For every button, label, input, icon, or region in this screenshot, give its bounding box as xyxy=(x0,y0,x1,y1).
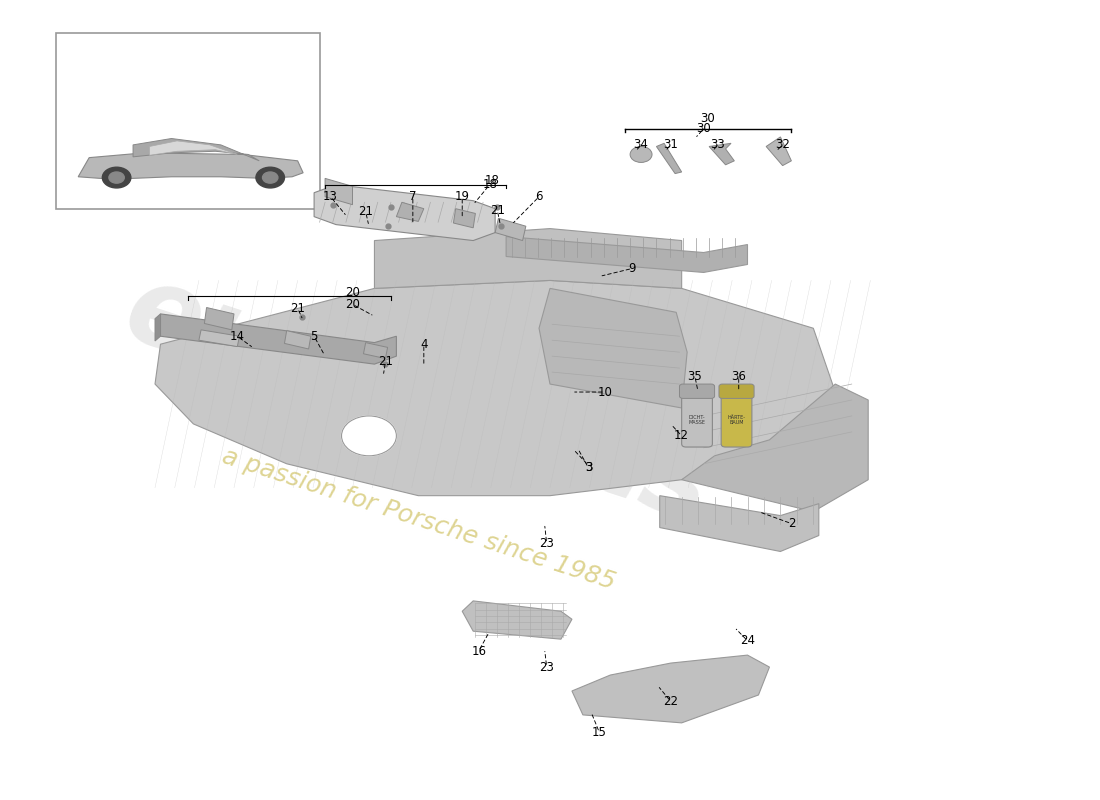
Text: DICHT-
MASSE: DICHT- MASSE xyxy=(689,414,705,426)
Text: 32: 32 xyxy=(776,138,790,151)
Text: 4: 4 xyxy=(420,338,428,350)
Text: 21: 21 xyxy=(290,302,305,315)
Text: 7: 7 xyxy=(409,190,417,203)
Text: 18: 18 xyxy=(484,174,499,187)
Polygon shape xyxy=(78,153,304,178)
Bar xyxy=(56,34,320,209)
Text: 15: 15 xyxy=(592,726,607,739)
Text: 2: 2 xyxy=(788,517,795,530)
Circle shape xyxy=(109,172,124,183)
Text: euroParts: euroParts xyxy=(112,255,725,545)
Text: 14: 14 xyxy=(230,330,245,342)
Polygon shape xyxy=(315,185,495,241)
Text: a passion for Porsche since 1985: a passion for Porsche since 1985 xyxy=(219,445,618,594)
Polygon shape xyxy=(155,314,161,341)
Circle shape xyxy=(341,416,396,456)
Text: 16: 16 xyxy=(471,645,486,658)
Text: 13: 13 xyxy=(323,190,338,203)
Text: 24: 24 xyxy=(740,634,755,647)
Polygon shape xyxy=(133,138,260,161)
Text: 31: 31 xyxy=(663,138,678,151)
Polygon shape xyxy=(710,143,735,165)
Circle shape xyxy=(630,146,652,162)
Text: 23: 23 xyxy=(539,537,554,550)
Text: 21: 21 xyxy=(490,204,505,217)
Polygon shape xyxy=(660,496,818,551)
FancyBboxPatch shape xyxy=(680,384,715,398)
Text: 36: 36 xyxy=(732,370,746,382)
Text: 12: 12 xyxy=(674,430,690,442)
Polygon shape xyxy=(326,178,352,205)
Polygon shape xyxy=(453,209,475,228)
Polygon shape xyxy=(682,384,868,512)
Text: 5: 5 xyxy=(310,330,318,342)
Text: 6: 6 xyxy=(536,190,542,203)
Polygon shape xyxy=(539,288,688,408)
Polygon shape xyxy=(199,330,240,346)
Text: 10: 10 xyxy=(597,386,613,398)
Polygon shape xyxy=(155,281,835,496)
Text: 21: 21 xyxy=(378,355,393,368)
Polygon shape xyxy=(657,143,682,174)
Text: 19: 19 xyxy=(454,190,470,203)
Circle shape xyxy=(102,167,131,188)
Polygon shape xyxy=(767,137,791,166)
Polygon shape xyxy=(374,229,682,288)
Text: 21: 21 xyxy=(359,206,373,218)
Text: 23: 23 xyxy=(539,661,554,674)
Text: 20: 20 xyxy=(345,298,360,311)
Text: HÄRTE-
BAUM: HÄRTE- BAUM xyxy=(727,414,746,426)
Text: 30: 30 xyxy=(696,122,711,135)
FancyBboxPatch shape xyxy=(719,384,755,398)
Polygon shape xyxy=(363,342,387,358)
Text: 30: 30 xyxy=(701,112,715,125)
Text: 20: 20 xyxy=(345,286,360,299)
Polygon shape xyxy=(495,218,526,241)
Text: 35: 35 xyxy=(688,370,702,382)
Text: 18: 18 xyxy=(482,178,497,191)
Text: 9: 9 xyxy=(628,262,636,275)
FancyBboxPatch shape xyxy=(682,389,713,447)
Text: 3: 3 xyxy=(585,462,592,474)
Polygon shape xyxy=(205,307,234,330)
FancyBboxPatch shape xyxy=(722,389,752,447)
Polygon shape xyxy=(150,141,238,155)
Polygon shape xyxy=(462,601,572,639)
Text: 3: 3 xyxy=(585,462,592,474)
Text: 34: 34 xyxy=(634,138,649,151)
Text: 22: 22 xyxy=(663,695,679,708)
Polygon shape xyxy=(396,202,424,222)
Circle shape xyxy=(256,167,285,188)
Polygon shape xyxy=(285,330,311,349)
Polygon shape xyxy=(506,237,748,273)
Circle shape xyxy=(263,172,278,183)
Text: 33: 33 xyxy=(711,138,725,151)
Polygon shape xyxy=(572,655,769,723)
Polygon shape xyxy=(161,314,396,364)
